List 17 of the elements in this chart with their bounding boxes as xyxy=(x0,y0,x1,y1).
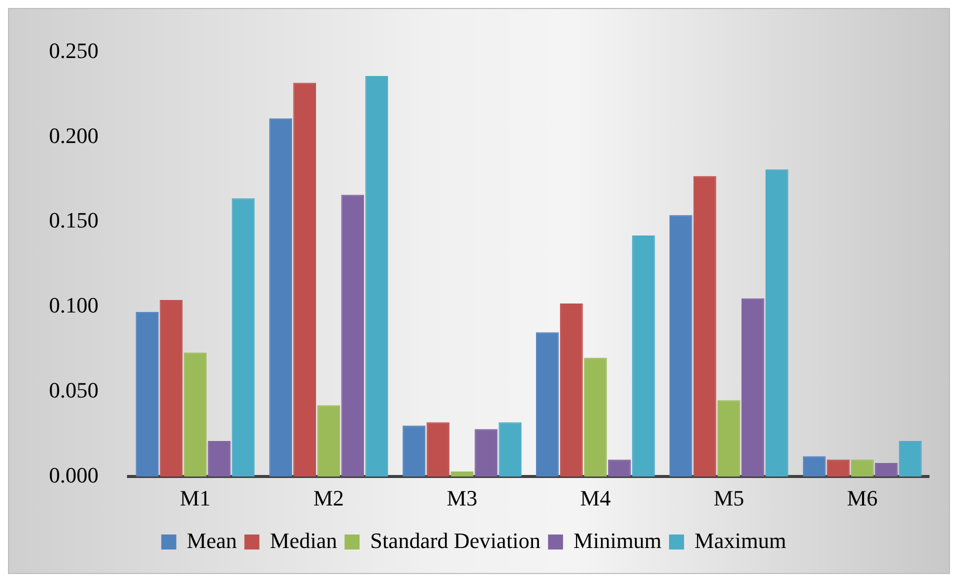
y-tick-label: 0.050 xyxy=(49,378,98,402)
legend-label: Mean xyxy=(186,528,237,553)
x-tick-label: M2 xyxy=(313,486,344,511)
x-tick-label: M6 xyxy=(847,486,878,511)
x-tick-label: M1 xyxy=(180,486,210,511)
y-tick-label: 0.000 xyxy=(49,462,98,488)
x-tick-label: M5 xyxy=(714,486,744,511)
y-tick-label: 0.250 xyxy=(49,38,98,63)
y-tick-label: 0.100 xyxy=(49,292,98,318)
y-tick-label: 0.150 xyxy=(49,208,98,233)
y-tick-label: 0.200 xyxy=(49,122,98,148)
legend-label: Maximum xyxy=(694,528,786,553)
legend-label: Median xyxy=(270,528,338,553)
x-tick-label: M4 xyxy=(580,486,611,511)
legend-label: Standard Deviation xyxy=(370,528,541,553)
legend-label: Minimum xyxy=(574,528,662,553)
x-tick-label: M3 xyxy=(446,486,478,511)
